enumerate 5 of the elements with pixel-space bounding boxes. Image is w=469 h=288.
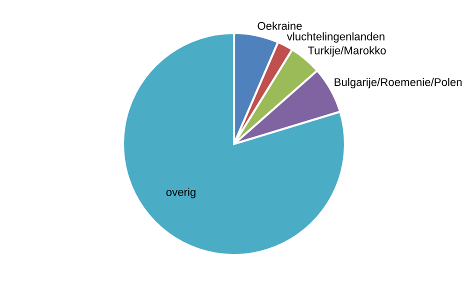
slice-label: Oekraine bbox=[258, 22, 302, 30]
slice-label: Bulgarije/Roemenie/Polen bbox=[334, 78, 462, 88]
slice-label: overig bbox=[166, 188, 196, 198]
slice-label: vluchtelingenlanden bbox=[286, 32, 384, 43]
slice-label: Turkije/Marokko bbox=[308, 46, 386, 57]
